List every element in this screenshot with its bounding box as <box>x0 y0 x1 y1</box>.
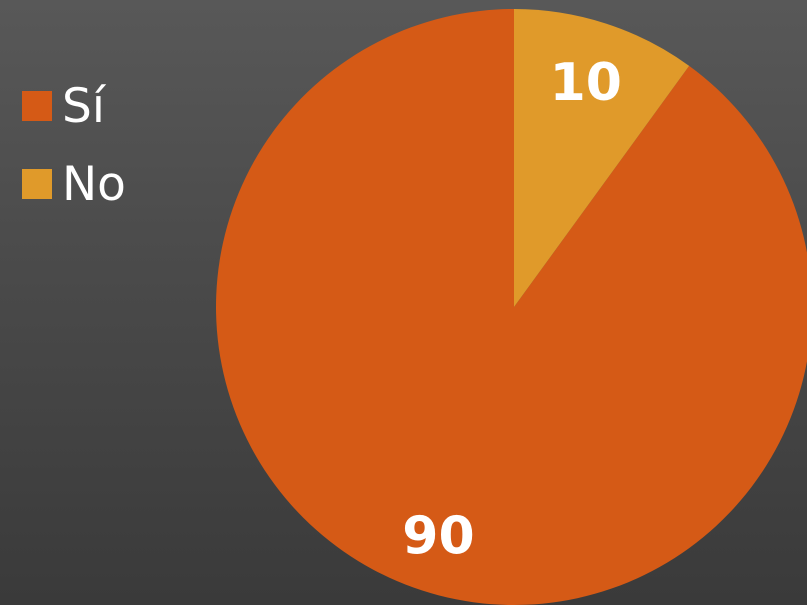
legend-label-no: No <box>62 156 126 212</box>
legend-swatch-no <box>22 169 52 199</box>
data-label-no: 10 <box>550 53 622 113</box>
data-label-si: 90 <box>402 506 474 566</box>
legend-item-no: No <box>22 156 126 212</box>
pie-slice-si <box>216 9 807 605</box>
legend-label-si: Sí <box>62 78 105 134</box>
legend-item-si: Sí <box>22 78 126 134</box>
pie-slice-no <box>514 9 690 307</box>
legend-swatch-si <box>22 91 52 121</box>
legend: Sí No <box>22 78 126 234</box>
